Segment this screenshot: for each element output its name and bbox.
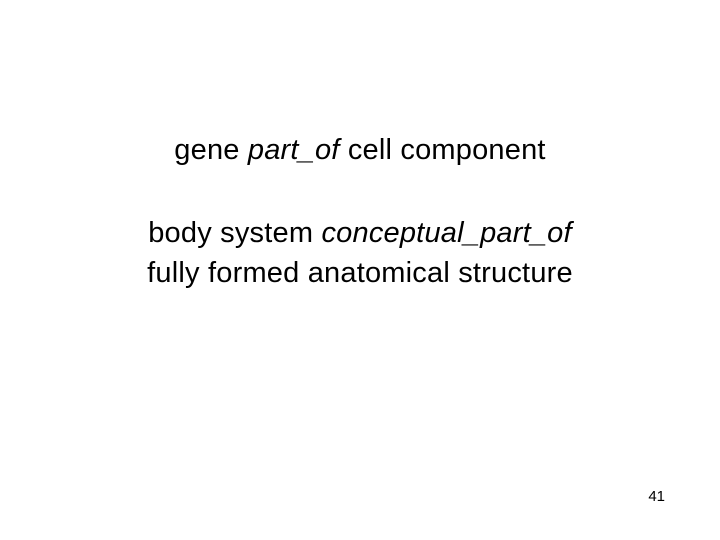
statement-1: gene part_of cell component	[0, 130, 720, 171]
statement-1-subject: gene	[174, 134, 248, 166]
statement-2-subject: body system	[148, 217, 321, 249]
statement-2-line-2: fully formed anatomical structure	[0, 253, 720, 294]
statement-2-line-1: body system conceptual_part_of	[0, 213, 720, 254]
statement-1-relation: part_of	[248, 134, 340, 166]
statement-1-object: cell component	[340, 134, 546, 166]
statement-2-relation: conceptual_part_of	[321, 217, 571, 249]
slide-content: gene part_of cell component body system …	[0, 130, 720, 294]
page-number: 41	[648, 488, 665, 505]
